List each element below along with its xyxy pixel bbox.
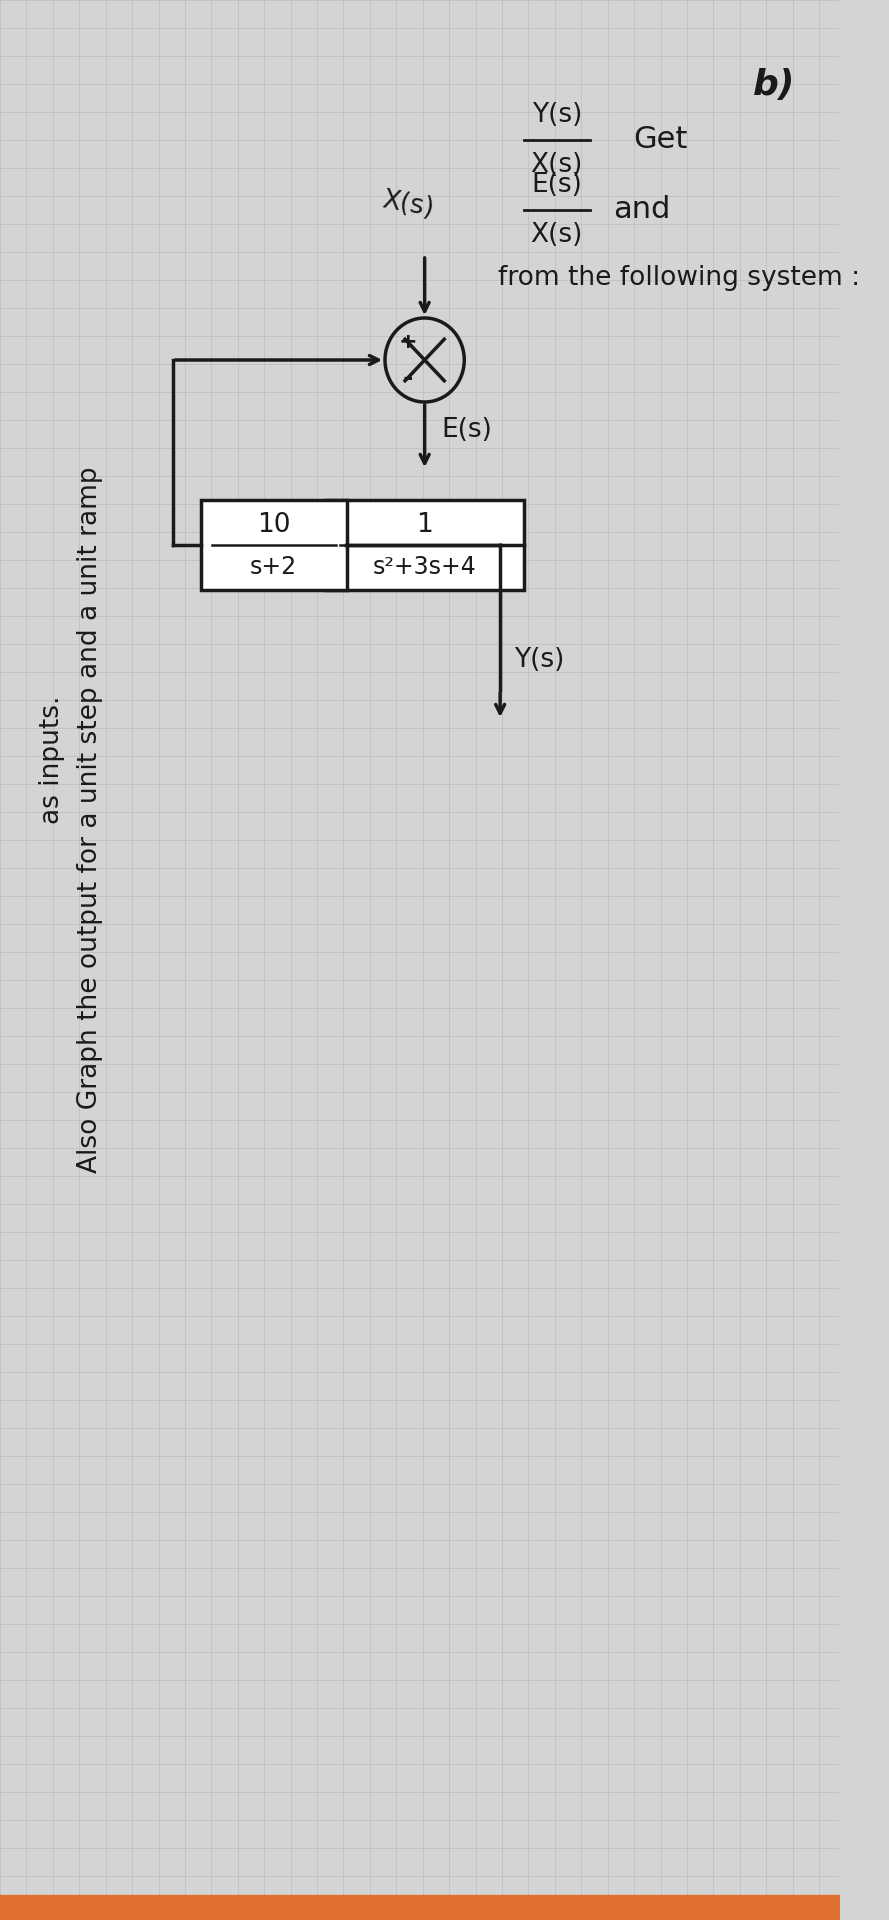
- Text: s²+3s+4: s²+3s+4: [372, 555, 477, 580]
- Bar: [325, 499, 524, 589]
- Text: E(s): E(s): [442, 417, 493, 444]
- Text: from the following system :: from the following system :: [499, 265, 861, 292]
- Text: s+2: s+2: [250, 555, 297, 580]
- Text: as inputs.: as inputs.: [39, 695, 65, 824]
- Text: Get: Get: [633, 125, 688, 154]
- Text: E(s): E(s): [532, 173, 582, 198]
- Text: +: +: [398, 332, 417, 353]
- Text: X(s): X(s): [531, 152, 583, 179]
- Text: and: and: [613, 196, 670, 225]
- Text: Y(s): Y(s): [515, 647, 565, 674]
- Text: X(s): X(s): [380, 188, 436, 223]
- Text: Also Graph the output for a unit step and a unit ramp: Also Graph the output for a unit step an…: [76, 467, 102, 1173]
- Text: -: -: [403, 365, 413, 390]
- Text: Y(s): Y(s): [532, 102, 582, 129]
- Text: X(s): X(s): [531, 223, 583, 248]
- Text: 10: 10: [257, 513, 291, 538]
- Text: b): b): [753, 67, 795, 102]
- Bar: [201, 499, 348, 589]
- Text: 1: 1: [416, 513, 433, 538]
